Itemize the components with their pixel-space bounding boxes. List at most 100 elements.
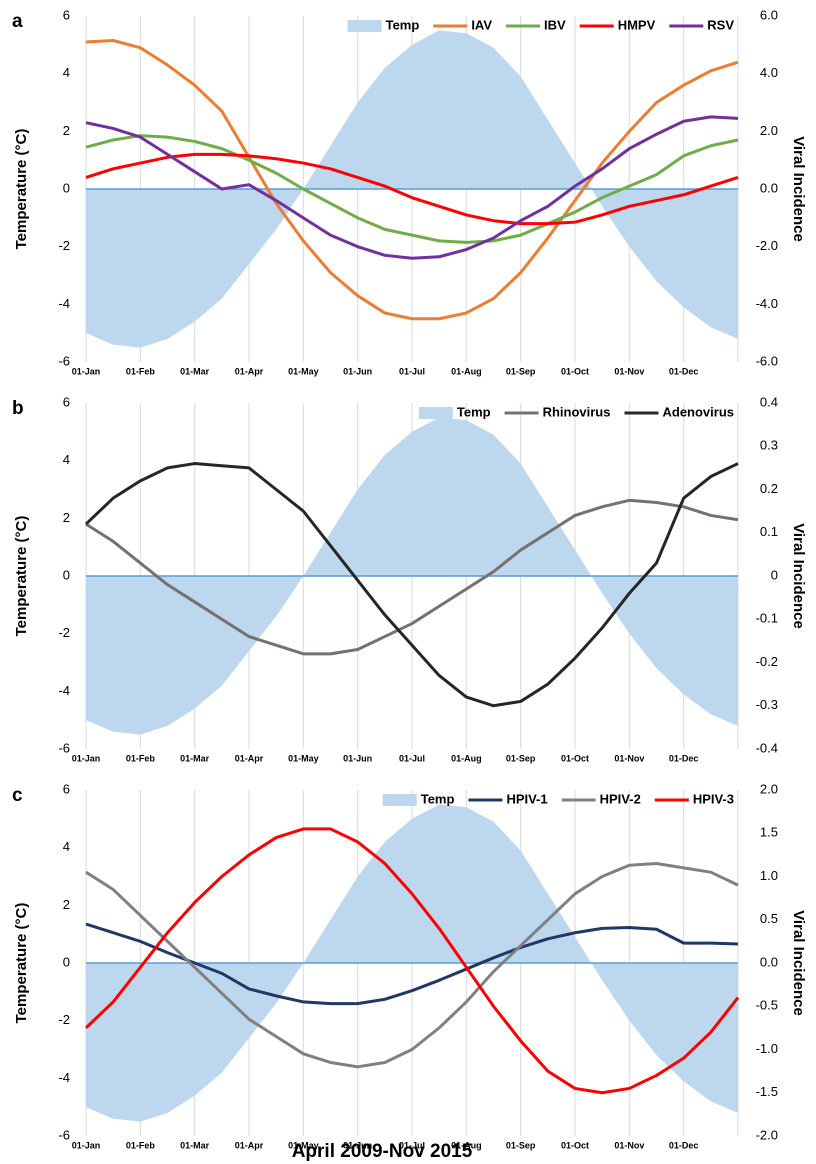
legend-label: Temp	[421, 791, 455, 806]
line	[85, 134, 739, 244]
x-tick-label: 01-Aug	[451, 1140, 482, 1150]
x-tick-label: 01-Apr	[235, 366, 264, 376]
x-tick-label: 01-Dec	[669, 1140, 699, 1150]
y2-tick-label: 2.0	[760, 123, 778, 138]
y-tick-label: 6	[63, 7, 70, 22]
y2-tick-label: -2.0	[756, 1127, 778, 1142]
x-tick-label: 01-Nov	[614, 1140, 644, 1150]
y-tick-label: 4	[63, 839, 70, 854]
legend-swatch	[418, 407, 453, 419]
x-tick-label: 01-Nov	[614, 753, 644, 763]
y2-tick-label: -0.4	[756, 740, 778, 755]
y-axis-title: Temperature (°C)	[13, 903, 30, 1024]
x-tick-label: 01-Mar	[180, 753, 210, 763]
legend-label: RSV	[707, 17, 734, 32]
y-tick-label: -6	[58, 740, 70, 755]
legend-label: Adenovirus	[662, 404, 734, 419]
x-tick-label: 01-Dec	[669, 366, 699, 376]
x-tick-label: 01-Mar	[180, 366, 210, 376]
x-tick-label: 01-Apr	[235, 1140, 264, 1150]
line	[84, 827, 740, 1095]
x-tick-label: 01-Nov	[614, 366, 644, 376]
y-tick-label: 2	[63, 510, 70, 525]
legend-label: HPIV-1	[506, 791, 547, 806]
y-tick-label: 2	[63, 897, 70, 912]
y2-tick-label: 0.1	[760, 524, 778, 539]
x-tick-label: 01-Oct	[561, 1140, 589, 1150]
x-tick-label: 01-Sep	[506, 366, 536, 376]
y-tick-label: -2	[58, 625, 70, 640]
y-tick-label: -2	[58, 238, 70, 253]
y2-tick-label: 0.0	[760, 180, 778, 195]
y2-tick-label: 0.5	[760, 911, 778, 926]
y-tick-label: 6	[63, 394, 70, 409]
x-tick-label: 01-Jul	[399, 1140, 425, 1150]
y-tick-label: -6	[58, 1127, 70, 1142]
x-tick-label: 01-Oct	[561, 753, 589, 763]
x-tick-label: 01-Sep	[506, 753, 536, 763]
x-tick-label: 01-Jan	[72, 753, 101, 763]
x-axis-title: April 2009-Nov 2015	[292, 1141, 473, 1162]
y2-tick-label: 0.3	[760, 438, 778, 453]
legend-swatch	[347, 20, 382, 32]
y2-tick-label: 1.5	[760, 825, 778, 840]
x-tick-label: 01-Apr	[235, 753, 264, 763]
x-tick-label: 01-Jun	[343, 1140, 372, 1150]
y2-tick-label: -1.5	[756, 1084, 778, 1099]
x-tick-label: 01-Feb	[126, 1140, 156, 1150]
legend-swatch	[382, 794, 417, 806]
y-tick-label: 0	[63, 180, 70, 195]
x-tick-label: 01-Jun	[343, 366, 372, 376]
x-tick-label: 01-Jan	[72, 366, 101, 376]
x-tick-label: 01-Mar	[180, 1140, 210, 1150]
y2-tick-label: 2.0	[760, 781, 778, 796]
y-tick-label: 4	[63, 65, 70, 80]
x-tick-label: 01-Jun	[343, 753, 372, 763]
panel-label: b	[12, 398, 24, 419]
line	[85, 115, 739, 260]
x-tick-label: 01-Aug	[451, 753, 482, 763]
x-tick-label: 01-Jul	[399, 753, 425, 763]
y2-axis-title: Viral Incidence	[790, 523, 807, 629]
y2-tick-label: 0	[771, 567, 778, 582]
legend: Temp Rhinovirus Adenovirus	[418, 404, 734, 419]
y2-tick-label: 4.0	[760, 65, 778, 80]
x-tick-label: 01-Feb	[126, 366, 156, 376]
y-tick-label: -4	[58, 296, 70, 311]
legend-label: HPIV-3	[693, 791, 734, 806]
x-tick-label: 01-May	[288, 1140, 319, 1150]
y2-tick-label: -0.3	[756, 697, 778, 712]
y2-tick-label: -0.5	[756, 998, 778, 1013]
line	[85, 152, 739, 226]
y-tick-label: 2	[63, 123, 70, 138]
legend-label: Temp	[386, 17, 420, 32]
legend-label: Temp	[457, 404, 491, 419]
y-tick-label: 6	[63, 781, 70, 796]
x-tick-label: 01-Aug	[451, 366, 482, 376]
line	[85, 862, 739, 1069]
y-tick-label: -6	[58, 353, 70, 368]
y2-tick-label: 6.0	[760, 7, 778, 22]
y2-tick-label: 0.4	[760, 394, 778, 409]
y2-tick-label: -2.0	[756, 238, 778, 253]
y2-tick-label: 0.0	[760, 954, 778, 969]
legend-label: Rhinovirus	[543, 404, 611, 419]
y-tick-label: -4	[58, 683, 70, 698]
line	[85, 498, 739, 656]
legend-label: IAV	[471, 17, 492, 32]
y-tick-label: 4	[63, 452, 70, 467]
line	[84, 462, 739, 708]
y2-tick-label: -6.0	[756, 353, 778, 368]
y2-tick-label: -1.0	[756, 1041, 778, 1056]
panel-label: c	[12, 785, 23, 806]
y-tick-label: -4	[58, 1070, 70, 1085]
legend-label: HMPV	[618, 17, 656, 32]
x-tick-label: 01-Jan	[72, 1140, 101, 1150]
x-tick-label: 01-Sep	[506, 1140, 536, 1150]
x-tick-label: 01-Dec	[669, 753, 699, 763]
x-tick-label: 01-Jul	[399, 366, 425, 376]
y-axis-title: Temperature (°C)	[13, 516, 30, 637]
y2-axis-title: Viral Incidence	[790, 136, 807, 242]
x-tick-label: 01-May	[288, 753, 319, 763]
